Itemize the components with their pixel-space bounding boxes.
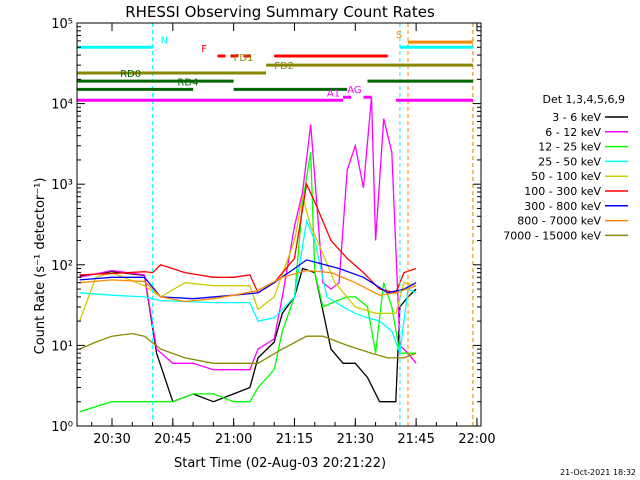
legend-label-2: 12 - 25 keV (538, 141, 601, 154)
series-line-2 (79, 151, 417, 413)
series-line-1 (79, 97, 417, 371)
flag-label-7: RD4 (177, 77, 198, 88)
x-tick-label-6: 22:00 (458, 432, 495, 447)
legend-label-4: 50 - 100 keV (531, 170, 601, 183)
y-tick-label-3: 10³ (51, 178, 73, 193)
x-tick-label-3: 21:15 (276, 432, 313, 447)
y-tick-label-1: 10¹ (51, 339, 73, 354)
x-tick-label-0: 20:30 (93, 432, 130, 447)
flag-label-1: S (396, 30, 402, 41)
series-line-7 (79, 269, 417, 303)
series-line-8 (79, 332, 417, 364)
legend-label-6: 300 - 800 keV (524, 200, 601, 213)
flag-label-2: F (201, 44, 207, 55)
flag-layer: N S F FD1 FD2 RD0 RD4 AG A1 (77, 23, 474, 426)
y-tick-label-2: 10² (51, 259, 73, 274)
x-tick-label-2: 21:00 (215, 432, 252, 447)
plot-frame (76, 22, 482, 427)
axis-layer: 20:30 20:45 21:00 21:15 21:30 21:45 22:00 10⁰ 10… (51, 17, 495, 447)
series-line-4 (78, 196, 417, 322)
x-axis-label: Start Time (02-Aug-03 20:21:22) (174, 456, 386, 471)
legend: Det 1,3,4,5,6,9 3 - 6 keV 6 - 12 keV 12 - … (503, 93, 628, 242)
legend-label-5: 100 - 300 keV (524, 185, 601, 198)
flag-label-5: FD2 (274, 61, 294, 72)
flag-label-0: N (161, 35, 168, 46)
chart-title: RHESSI Observing Summary Count Rates (125, 3, 435, 21)
plot-timestamp: 21-Oct-2021 18:32 (560, 468, 636, 477)
x-tick-label-5: 21:45 (397, 432, 434, 447)
x-tick-label-4: 21:30 (337, 432, 374, 447)
x-tick-label-1: 20:45 (154, 432, 191, 447)
legend-label-7: 800 - 7000 keV (517, 215, 601, 228)
legend-title: Det 1,3,4,5,6,9 (542, 93, 625, 106)
flag-label-8: AG (347, 85, 361, 96)
y-tick-label-5: 10⁵ (51, 17, 73, 32)
y-axis-label: Count Rate (s⁻¹ detector⁻¹) (33, 178, 48, 355)
flag-label-9: A1 (327, 88, 340, 99)
series-line-3 (79, 218, 417, 354)
y-tick-label-4: 10⁴ (51, 98, 73, 113)
flag-label-4: FD1 (234, 53, 254, 64)
legend-label-0: 3 - 6 keV (552, 111, 601, 124)
legend-label-1: 6 - 12 keV (545, 126, 601, 139)
legend-label-8: 7000 - 15000 keV (503, 229, 601, 242)
y-tick-label-0: 10⁰ (51, 420, 73, 435)
legend-label-3: 25 - 50 keV (538, 155, 601, 168)
flag-label-6: RD0 (120, 69, 141, 80)
series-line-6 (79, 259, 417, 300)
series-layer (78, 97, 417, 413)
